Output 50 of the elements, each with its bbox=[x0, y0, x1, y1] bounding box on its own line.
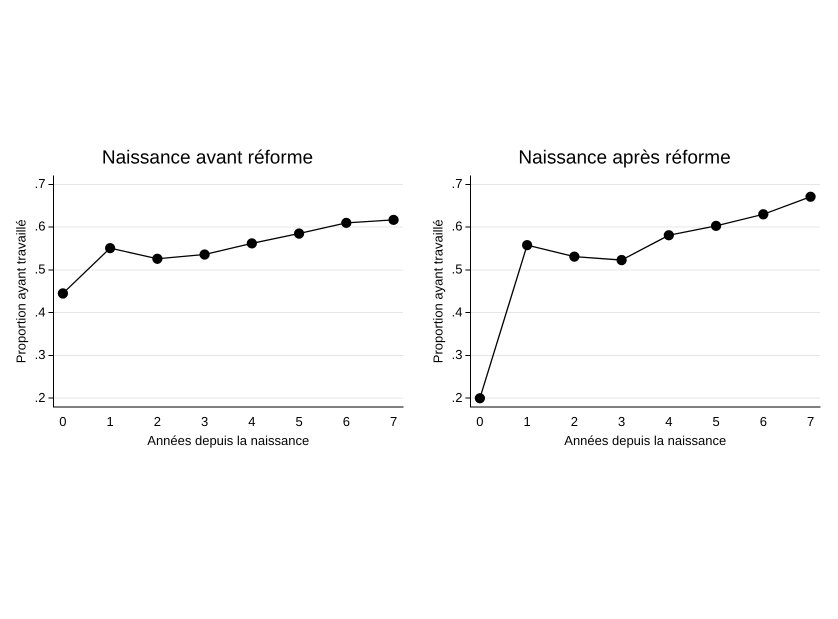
y-tick-label: .6 bbox=[452, 218, 462, 234]
point bbox=[341, 218, 352, 228]
point bbox=[805, 192, 816, 202]
y-tick-label: .5 bbox=[34, 261, 46, 276]
point bbox=[522, 240, 532, 250]
y-tick-label: .2 bbox=[34, 390, 46, 405]
y-tick-label: .3 bbox=[34, 347, 46, 362]
y-tick-label: .2 bbox=[452, 390, 462, 405]
x-tick-label: 7 bbox=[806, 414, 814, 430]
x-tick-label: 6 bbox=[342, 414, 350, 430]
x-tick-label: 2 bbox=[154, 414, 161, 430]
point bbox=[152, 254, 163, 264]
x-tick-label: 4 bbox=[248, 414, 256, 430]
y-axis-title: Proportion ayant travaillé bbox=[13, 219, 28, 364]
y-tick-label: .7 bbox=[34, 176, 46, 191]
chart-title: Naissance avant réforme bbox=[102, 148, 314, 169]
point bbox=[58, 288, 68, 299]
x-tick-label: 4 bbox=[665, 414, 672, 430]
x-tick-label: 5 bbox=[295, 414, 303, 430]
x-tick-label: 3 bbox=[618, 414, 626, 430]
chart-title: Naissance après réforme bbox=[518, 148, 731, 169]
x-tick-label: 1 bbox=[106, 414, 114, 430]
point bbox=[758, 209, 768, 220]
x-axis-title: Années depuis la naissance bbox=[147, 432, 310, 448]
y-tick-label: .4 bbox=[452, 304, 462, 320]
x-axis-title: Années depuis la naissance bbox=[564, 432, 726, 448]
x-tick-label: 3 bbox=[200, 414, 208, 430]
point bbox=[474, 393, 486, 404]
point bbox=[616, 254, 627, 266]
point bbox=[199, 249, 210, 260]
point bbox=[388, 214, 399, 226]
point bbox=[664, 230, 674, 240]
x-tick-label: 2 bbox=[570, 414, 578, 430]
point bbox=[710, 220, 722, 231]
x-tick-label: 7 bbox=[390, 414, 398, 430]
point bbox=[569, 252, 580, 262]
y-tick-label: .3 bbox=[452, 347, 462, 362]
x-tick-label: 1 bbox=[524, 414, 531, 430]
y-axis-title: Proportion ayant travaillé bbox=[430, 219, 446, 364]
x-tick-label: 5 bbox=[712, 414, 720, 430]
y-tick-label: .6 bbox=[34, 218, 46, 234]
x-tick-label: 0 bbox=[476, 414, 484, 430]
point bbox=[104, 242, 116, 254]
point bbox=[246, 238, 257, 249]
point bbox=[294, 228, 304, 239]
x-tick-label: 6 bbox=[760, 414, 767, 430]
y-tick-label: .5 bbox=[452, 261, 462, 276]
y-tick-label: .7 bbox=[452, 176, 462, 191]
x-tick-label: 0 bbox=[59, 414, 67, 430]
y-tick-label: .4 bbox=[34, 304, 46, 320]
